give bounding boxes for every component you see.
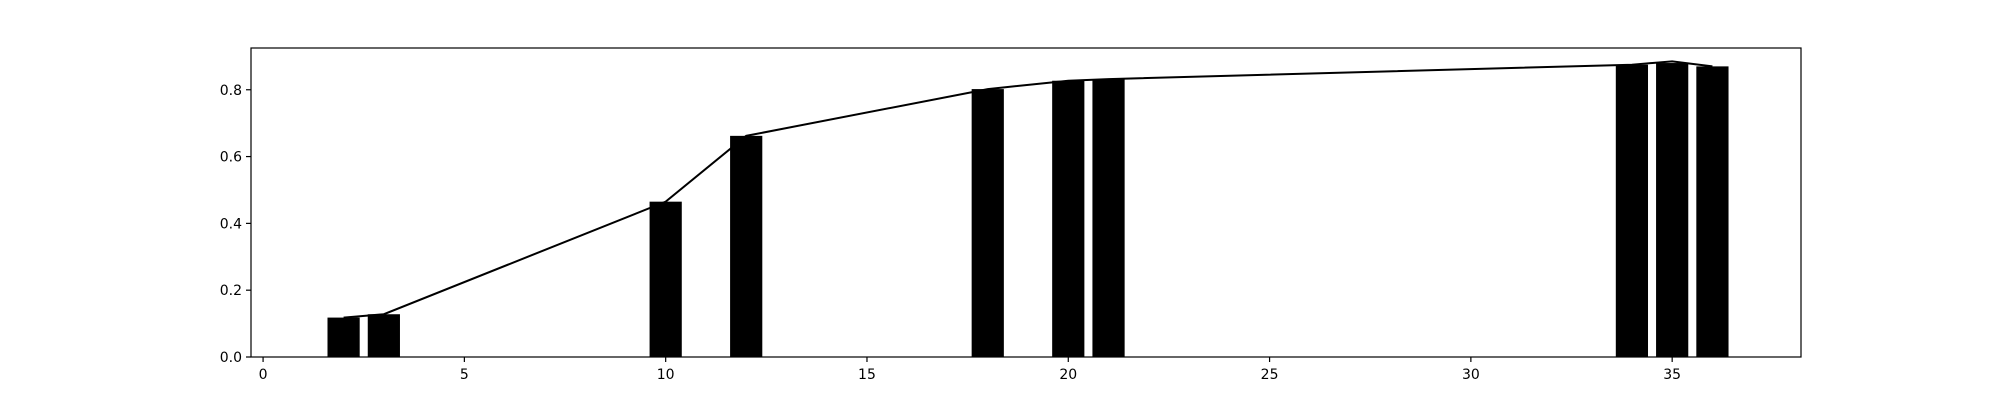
x-tick-label-20: 20	[1059, 367, 1077, 383]
x-tick-label-35: 35	[1663, 367, 1681, 383]
bar-2	[327, 317, 360, 357]
y-tick-label-1: 0.2	[220, 283, 242, 299]
bar-36	[1696, 66, 1729, 357]
x-axis: 0 5 10 15 20 25 30 35	[259, 357, 1681, 383]
bar-20	[1052, 80, 1085, 357]
x-tick-label-0: 0	[259, 367, 268, 383]
bars-layer	[327, 63, 1729, 358]
y-tick-label-3: 0.6	[220, 150, 242, 166]
bar-21	[1092, 79, 1125, 358]
y-axis: 0.0 0.2 0.4 0.6 0.8	[220, 83, 251, 366]
bar-3	[367, 314, 400, 357]
bar-34	[1615, 64, 1649, 358]
bar-35	[1656, 63, 1689, 357]
x-tick-label-15: 15	[858, 367, 876, 383]
y-tick-label-0: 0.0	[220, 350, 242, 366]
y-tick-label-4: 0.8	[220, 83, 242, 99]
bar-12	[730, 135, 763, 357]
series-line	[343, 60, 1713, 319]
bar-18	[971, 89, 1004, 357]
x-tick-label-25: 25	[1261, 367, 1279, 383]
bar-10	[649, 201, 682, 357]
plot-frame	[250, 47, 1802, 358]
line-layer	[343, 60, 1713, 319]
y-tick-label-2: 0.4	[220, 216, 242, 232]
x-tick-label-10: 10	[657, 367, 675, 383]
x-tick-label-30: 30	[1462, 367, 1480, 383]
x-tick-label-5: 5	[460, 367, 469, 383]
